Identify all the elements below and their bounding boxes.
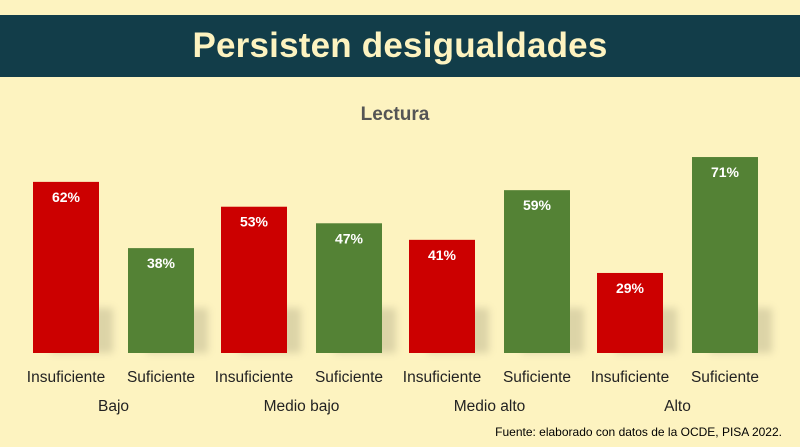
category-label: Suficiente <box>127 369 195 386</box>
group-label: Alto <box>664 398 691 415</box>
bar-alto-insuficiente <box>597 272 663 353</box>
category-label: Suficiente <box>691 369 759 386</box>
group-label: Bajo <box>98 398 129 415</box>
category-label: Insuficiente <box>27 369 105 386</box>
category-label: Insuficiente <box>403 369 481 386</box>
bar-medio-alto-suficiente <box>504 190 570 353</box>
bar-medio-bajo-suficiente <box>316 223 382 353</box>
bar-medio-bajo-insuficiente <box>221 206 287 353</box>
data-label: 62% <box>52 189 81 205</box>
source-note: Fuente: elaborado con datos de la OCDE, … <box>495 425 782 439</box>
category-label: Suficiente <box>503 369 571 386</box>
data-label: 29% <box>616 280 645 296</box>
bar-medio-alto-insuficiente <box>409 239 475 353</box>
category-label: Insuficiente <box>591 369 669 386</box>
category-label: Insuficiente <box>215 369 293 386</box>
data-label: 53% <box>240 214 269 230</box>
group-label: Medio alto <box>454 398 526 415</box>
group-label: Medio bajo <box>264 398 340 415</box>
bar-alto-suficiente <box>692 157 758 353</box>
chart-title: Lectura <box>360 104 430 125</box>
bar-bajo-insuficiente <box>33 181 99 353</box>
page-title: Persisten desigualdades <box>192 26 608 65</box>
title-banner: Persisten desigualdades <box>0 15 800 77</box>
category-label: Suficiente <box>315 369 383 386</box>
data-label: 71% <box>711 164 740 180</box>
bar-bajo-suficiente <box>128 248 194 353</box>
data-label: 38% <box>147 255 176 271</box>
data-label: 41% <box>428 247 457 263</box>
data-label: 59% <box>523 197 552 213</box>
data-label: 47% <box>335 230 364 246</box>
